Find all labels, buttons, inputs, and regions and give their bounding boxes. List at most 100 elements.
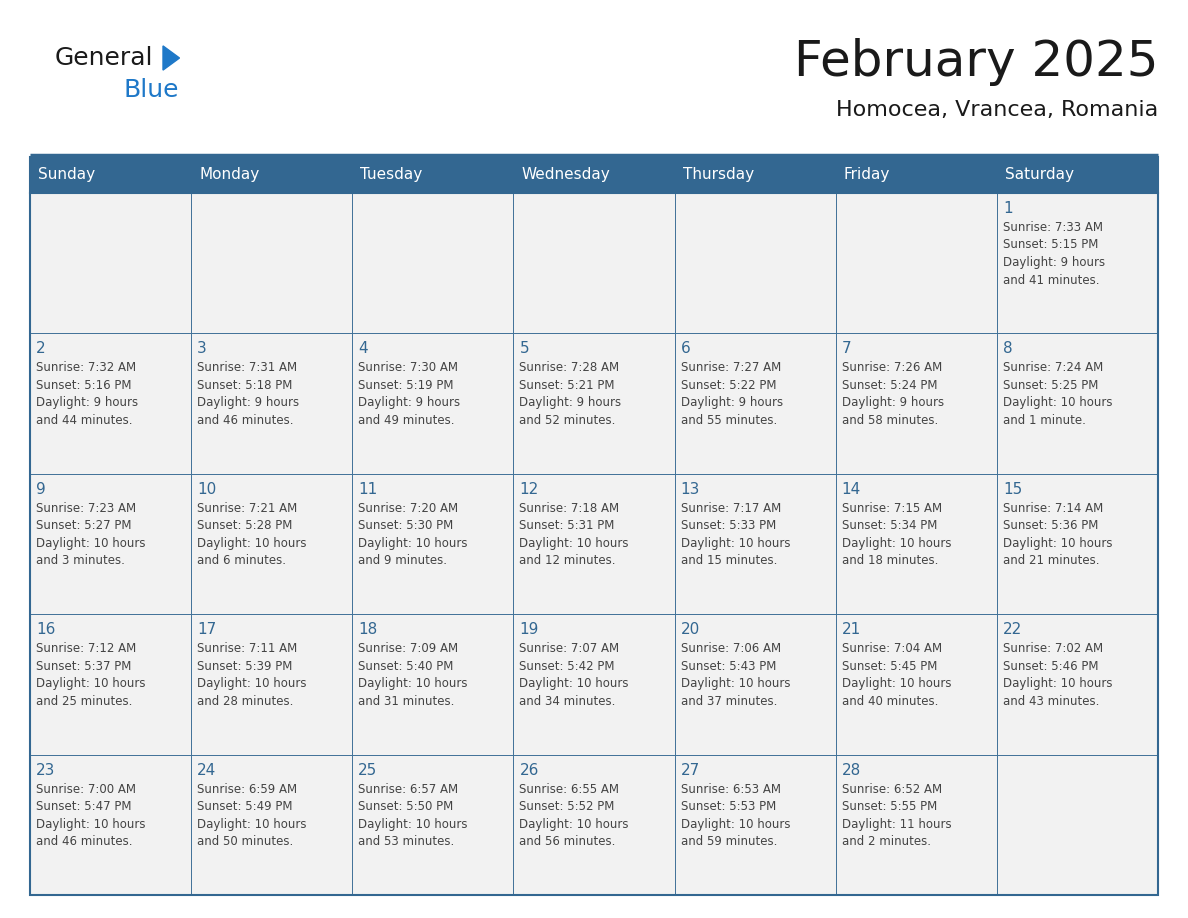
Text: Sunrise: 7:26 AM
Sunset: 5:24 PM
Daylight: 9 hours
and 58 minutes.: Sunrise: 7:26 AM Sunset: 5:24 PM Dayligh…	[842, 362, 943, 427]
Bar	[353, 474, 513, 614]
Bar	[191, 474, 353, 614]
Text: Sunrise: 6:57 AM
Sunset: 5:50 PM
Daylight: 10 hours
and 53 minutes.: Sunrise: 6:57 AM Sunset: 5:50 PM Dayligh…	[359, 783, 468, 848]
Text: Sunrise: 7:20 AM
Sunset: 5:30 PM
Daylight: 10 hours
and 9 minutes.: Sunrise: 7:20 AM Sunset: 5:30 PM Dayligh…	[359, 502, 468, 567]
Text: 26: 26	[519, 763, 539, 778]
Bar	[675, 193, 835, 333]
Text: 20: 20	[681, 622, 700, 637]
Bar	[191, 193, 353, 333]
Text: Sunrise: 7:15 AM
Sunset: 5:34 PM
Daylight: 10 hours
and 18 minutes.: Sunrise: 7:15 AM Sunset: 5:34 PM Dayligh…	[842, 502, 952, 567]
Text: 24: 24	[197, 763, 216, 778]
Bar	[30, 157, 1158, 193]
Bar	[513, 193, 675, 333]
Text: Saturday: Saturday	[1005, 167, 1074, 183]
Text: Sunrise: 7:18 AM
Sunset: 5:31 PM
Daylight: 10 hours
and 12 minutes.: Sunrise: 7:18 AM Sunset: 5:31 PM Dayligh…	[519, 502, 628, 567]
Text: Wednesday: Wednesday	[522, 167, 611, 183]
Bar	[675, 333, 835, 474]
Text: Sunday: Sunday	[38, 167, 95, 183]
Bar	[191, 614, 353, 755]
Text: 22: 22	[1003, 622, 1022, 637]
Text: Blue: Blue	[124, 78, 178, 102]
Text: Homocea, Vrancea, Romania: Homocea, Vrancea, Romania	[835, 100, 1158, 120]
Text: Sunrise: 7:11 AM
Sunset: 5:39 PM
Daylight: 10 hours
and 28 minutes.: Sunrise: 7:11 AM Sunset: 5:39 PM Dayligh…	[197, 643, 307, 708]
Text: Monday: Monday	[200, 167, 259, 183]
Text: Sunrise: 7:23 AM
Sunset: 5:27 PM
Daylight: 10 hours
and 3 minutes.: Sunrise: 7:23 AM Sunset: 5:27 PM Dayligh…	[36, 502, 145, 567]
Text: 25: 25	[359, 763, 378, 778]
Text: Sunrise: 7:12 AM
Sunset: 5:37 PM
Daylight: 10 hours
and 25 minutes.: Sunrise: 7:12 AM Sunset: 5:37 PM Dayligh…	[36, 643, 145, 708]
Text: 5: 5	[519, 341, 529, 356]
Text: 1: 1	[1003, 201, 1012, 216]
Text: Sunrise: 7:32 AM
Sunset: 5:16 PM
Daylight: 9 hours
and 44 minutes.: Sunrise: 7:32 AM Sunset: 5:16 PM Dayligh…	[36, 362, 138, 427]
Bar	[191, 755, 353, 895]
Text: 11: 11	[359, 482, 378, 497]
Bar	[513, 333, 675, 474]
Text: 14: 14	[842, 482, 861, 497]
Text: 16: 16	[36, 622, 56, 637]
Text: Sunrise: 7:33 AM
Sunset: 5:15 PM
Daylight: 9 hours
and 41 minutes.: Sunrise: 7:33 AM Sunset: 5:15 PM Dayligh…	[1003, 221, 1105, 286]
Text: Tuesday: Tuesday	[360, 167, 423, 183]
Text: Sunrise: 6:52 AM
Sunset: 5:55 PM
Daylight: 11 hours
and 2 minutes.: Sunrise: 6:52 AM Sunset: 5:55 PM Dayligh…	[842, 783, 952, 848]
Bar	[835, 474, 997, 614]
Bar	[353, 333, 513, 474]
Text: 7: 7	[842, 341, 852, 356]
Text: Sunrise: 7:02 AM
Sunset: 5:46 PM
Daylight: 10 hours
and 43 minutes.: Sunrise: 7:02 AM Sunset: 5:46 PM Dayligh…	[1003, 643, 1112, 708]
Text: 27: 27	[681, 763, 700, 778]
Text: Sunrise: 7:00 AM
Sunset: 5:47 PM
Daylight: 10 hours
and 46 minutes.: Sunrise: 7:00 AM Sunset: 5:47 PM Dayligh…	[36, 783, 145, 848]
Text: 21: 21	[842, 622, 861, 637]
Bar	[353, 755, 513, 895]
Text: 15: 15	[1003, 482, 1022, 497]
Text: 13: 13	[681, 482, 700, 497]
Text: Sunrise: 7:04 AM
Sunset: 5:45 PM
Daylight: 10 hours
and 40 minutes.: Sunrise: 7:04 AM Sunset: 5:45 PM Dayligh…	[842, 643, 952, 708]
Text: Sunrise: 6:53 AM
Sunset: 5:53 PM
Daylight: 10 hours
and 59 minutes.: Sunrise: 6:53 AM Sunset: 5:53 PM Dayligh…	[681, 783, 790, 848]
Text: 8: 8	[1003, 341, 1012, 356]
Text: Sunrise: 7:31 AM
Sunset: 5:18 PM
Daylight: 9 hours
and 46 minutes.: Sunrise: 7:31 AM Sunset: 5:18 PM Dayligh…	[197, 362, 299, 427]
Text: Sunrise: 7:09 AM
Sunset: 5:40 PM
Daylight: 10 hours
and 31 minutes.: Sunrise: 7:09 AM Sunset: 5:40 PM Dayligh…	[359, 643, 468, 708]
Text: Sunrise: 7:24 AM
Sunset: 5:25 PM
Daylight: 10 hours
and 1 minute.: Sunrise: 7:24 AM Sunset: 5:25 PM Dayligh…	[1003, 362, 1112, 427]
Text: 17: 17	[197, 622, 216, 637]
Bar	[675, 614, 835, 755]
Text: February 2025: February 2025	[794, 38, 1158, 86]
Bar	[997, 474, 1158, 614]
Bar	[835, 193, 997, 333]
Bar	[191, 333, 353, 474]
Text: 2: 2	[36, 341, 45, 356]
Text: Sunrise: 6:59 AM
Sunset: 5:49 PM
Daylight: 10 hours
and 50 minutes.: Sunrise: 6:59 AM Sunset: 5:49 PM Dayligh…	[197, 783, 307, 848]
Bar	[30, 614, 191, 755]
Text: 18: 18	[359, 622, 378, 637]
Bar	[835, 755, 997, 895]
Text: Sunrise: 7:14 AM
Sunset: 5:36 PM
Daylight: 10 hours
and 21 minutes.: Sunrise: 7:14 AM Sunset: 5:36 PM Dayligh…	[1003, 502, 1112, 567]
Text: Sunrise: 7:21 AM
Sunset: 5:28 PM
Daylight: 10 hours
and 6 minutes.: Sunrise: 7:21 AM Sunset: 5:28 PM Dayligh…	[197, 502, 307, 567]
Text: 19: 19	[519, 622, 539, 637]
Bar	[30, 474, 191, 614]
Bar	[997, 193, 1158, 333]
Text: General: General	[55, 46, 153, 70]
Text: 4: 4	[359, 341, 368, 356]
Bar	[353, 614, 513, 755]
Bar	[513, 474, 675, 614]
Bar	[997, 614, 1158, 755]
Bar	[30, 333, 191, 474]
Bar	[997, 333, 1158, 474]
Text: Sunrise: 6:55 AM
Sunset: 5:52 PM
Daylight: 10 hours
and 56 minutes.: Sunrise: 6:55 AM Sunset: 5:52 PM Dayligh…	[519, 783, 628, 848]
Bar	[675, 474, 835, 614]
Bar	[30, 193, 191, 333]
Text: 6: 6	[681, 341, 690, 356]
Bar	[353, 193, 513, 333]
Bar	[835, 333, 997, 474]
Text: Friday: Friday	[843, 167, 890, 183]
Text: Sunrise: 7:07 AM
Sunset: 5:42 PM
Daylight: 10 hours
and 34 minutes.: Sunrise: 7:07 AM Sunset: 5:42 PM Dayligh…	[519, 643, 628, 708]
Bar	[675, 755, 835, 895]
Bar	[513, 755, 675, 895]
Text: 28: 28	[842, 763, 861, 778]
Polygon shape	[163, 46, 179, 70]
Text: 12: 12	[519, 482, 538, 497]
Text: Thursday: Thursday	[683, 167, 753, 183]
Bar	[30, 157, 1158, 895]
Text: Sunrise: 7:27 AM
Sunset: 5:22 PM
Daylight: 9 hours
and 55 minutes.: Sunrise: 7:27 AM Sunset: 5:22 PM Dayligh…	[681, 362, 783, 427]
Text: Sunrise: 7:06 AM
Sunset: 5:43 PM
Daylight: 10 hours
and 37 minutes.: Sunrise: 7:06 AM Sunset: 5:43 PM Dayligh…	[681, 643, 790, 708]
Text: 3: 3	[197, 341, 207, 356]
Text: Sunrise: 7:28 AM
Sunset: 5:21 PM
Daylight: 9 hours
and 52 minutes.: Sunrise: 7:28 AM Sunset: 5:21 PM Dayligh…	[519, 362, 621, 427]
Bar	[835, 614, 997, 755]
Text: Sunrise: 7:30 AM
Sunset: 5:19 PM
Daylight: 9 hours
and 49 minutes.: Sunrise: 7:30 AM Sunset: 5:19 PM Dayligh…	[359, 362, 461, 427]
Text: Sunrise: 7:17 AM
Sunset: 5:33 PM
Daylight: 10 hours
and 15 minutes.: Sunrise: 7:17 AM Sunset: 5:33 PM Dayligh…	[681, 502, 790, 567]
Text: 23: 23	[36, 763, 56, 778]
